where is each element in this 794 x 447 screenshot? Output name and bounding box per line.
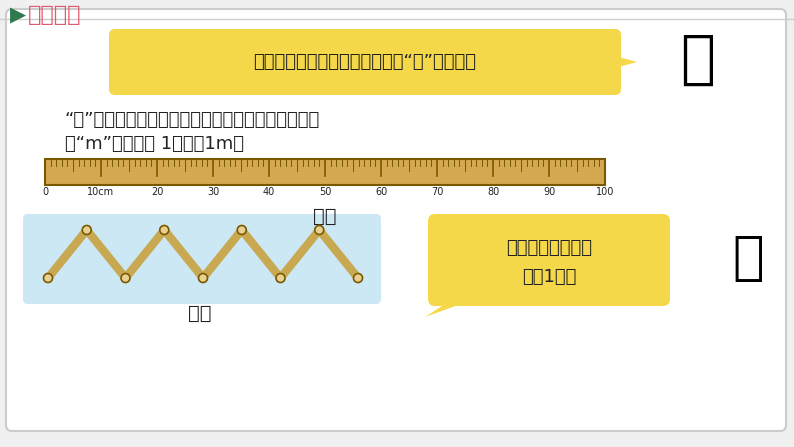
Circle shape bbox=[353, 274, 363, 283]
FancyBboxPatch shape bbox=[428, 214, 670, 306]
Text: 米尺和折尺的长度: 米尺和折尺的长度 bbox=[506, 239, 592, 257]
Polygon shape bbox=[615, 56, 637, 68]
Circle shape bbox=[44, 274, 52, 283]
Text: 80: 80 bbox=[487, 187, 499, 197]
Text: 0: 0 bbox=[42, 187, 48, 197]
Text: 50: 50 bbox=[319, 187, 331, 197]
Circle shape bbox=[198, 274, 207, 283]
Text: 60: 60 bbox=[375, 187, 387, 197]
Text: 90: 90 bbox=[543, 187, 555, 197]
Circle shape bbox=[314, 225, 324, 235]
Text: 40: 40 bbox=[263, 187, 276, 197]
Text: 🐰: 🐰 bbox=[680, 31, 715, 88]
Text: 母“m”来表示。 1米记作1m。: 母“m”来表示。 1米记作1m。 bbox=[65, 135, 244, 153]
Text: 30: 30 bbox=[207, 187, 219, 197]
Circle shape bbox=[83, 225, 91, 235]
Polygon shape bbox=[425, 299, 475, 317]
Circle shape bbox=[121, 274, 130, 283]
Circle shape bbox=[160, 225, 169, 235]
FancyBboxPatch shape bbox=[45, 159, 605, 185]
FancyBboxPatch shape bbox=[6, 9, 786, 431]
FancyBboxPatch shape bbox=[109, 29, 621, 95]
Text: 都是1米。: 都是1米。 bbox=[522, 268, 576, 286]
Text: 70: 70 bbox=[431, 187, 443, 197]
Text: 折尺: 折尺 bbox=[188, 304, 212, 323]
Text: 量比较长的物体或距离，通常用“米”作单位。: 量比较长的物体或距离，通常用“米”作单位。 bbox=[253, 53, 476, 71]
FancyBboxPatch shape bbox=[23, 214, 381, 304]
Text: 米尺: 米尺 bbox=[314, 207, 337, 226]
Text: ▶: ▶ bbox=[10, 5, 26, 25]
Text: “米”也是国際上统一使用的一个长度单位，可以用字: “米”也是国際上统一使用的一个长度单位，可以用字 bbox=[65, 111, 320, 129]
Text: 20: 20 bbox=[151, 187, 164, 197]
Circle shape bbox=[276, 274, 285, 283]
Text: 10cm: 10cm bbox=[87, 187, 114, 197]
Circle shape bbox=[237, 225, 246, 235]
Text: 100: 100 bbox=[596, 187, 615, 197]
Text: 新知探究: 新知探究 bbox=[28, 5, 82, 25]
Text: 🐸: 🐸 bbox=[732, 232, 764, 284]
